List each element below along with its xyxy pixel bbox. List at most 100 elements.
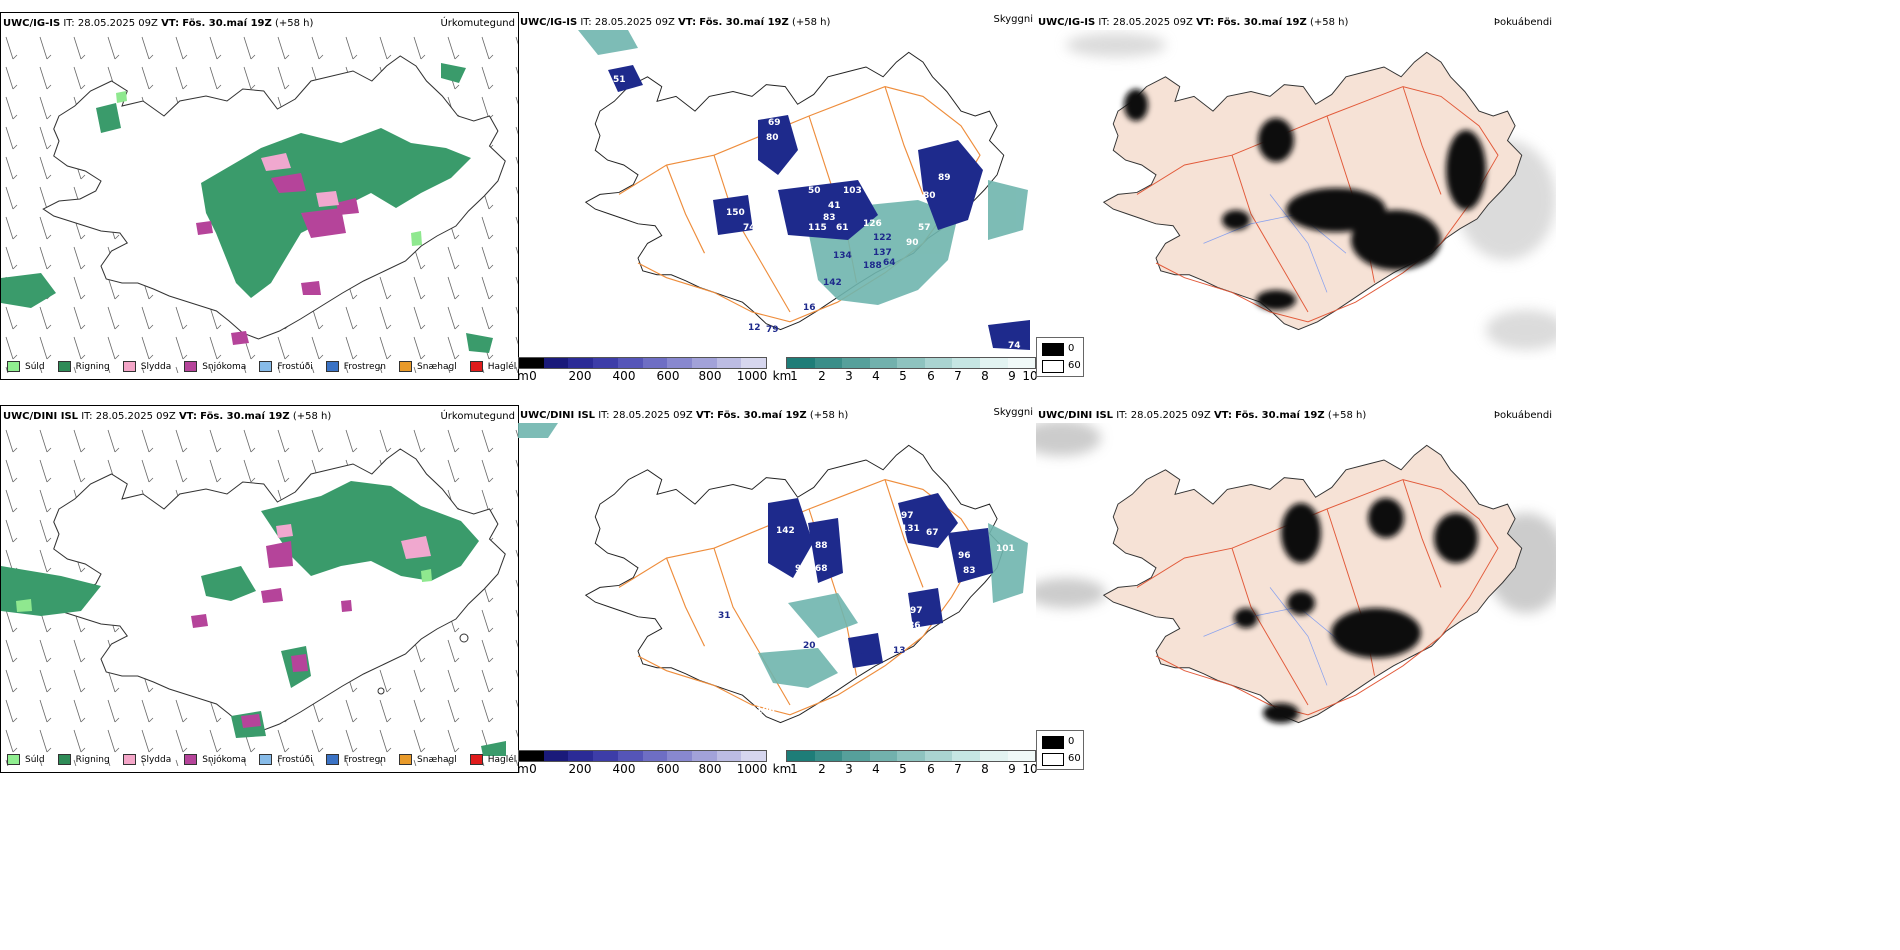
- vis-value: 89: [938, 173, 951, 183]
- legend-label: Snjókoma: [202, 361, 247, 372]
- lead-time: (+58 h): [809, 410, 849, 421]
- vis-value: 115: [808, 223, 827, 233]
- it-value: 28.05.2025 09Z: [77, 18, 158, 29]
- vis-value: 96: [958, 551, 971, 561]
- fog-swatch-dark: [1042, 343, 1064, 356]
- vis-value: 122: [873, 233, 892, 243]
- tick: 200: [568, 369, 592, 383]
- vis-unit: km: [772, 369, 792, 383]
- legend-item: Slydda: [122, 361, 172, 372]
- legend-item: Súld: [7, 361, 45, 372]
- tick: 0: [529, 762, 537, 776]
- legend-swatch: [325, 361, 339, 372]
- vis-value: 16: [803, 303, 816, 313]
- tick: 1: [790, 762, 798, 776]
- fog-swatch-light: [1042, 753, 1064, 766]
- vis-value: 14: [840, 576, 853, 586]
- height-unit: m: [517, 369, 529, 383]
- legend-label: Frostregn: [343, 361, 387, 372]
- legend-swatch: [184, 754, 198, 765]
- lead-time: (+58 h): [1327, 410, 1367, 421]
- vis-value: 134: [833, 251, 852, 261]
- fog-legend-high: 60: [1068, 753, 1081, 764]
- vis-value: 122: [861, 531, 880, 541]
- height-colorbar: [518, 357, 767, 369]
- vis-value: 64: [883, 258, 896, 268]
- vis-value: 81: [768, 596, 781, 606]
- legend-swatch: [325, 754, 339, 765]
- legend-swatch: [57, 361, 71, 372]
- panel-header: UWC/IG-IS IT: 28.05.2025 09Z VT: Fös. 30…: [3, 18, 313, 29]
- precip-panel-bottom: UWC/DINI ISL IT: 28.05.2025 09Z VT: Fös.…: [0, 405, 519, 773]
- it-value: 28.05.2025 09Z: [612, 410, 693, 421]
- legend-item: Rigning: [57, 754, 110, 765]
- vt-label: VT:: [695, 410, 714, 421]
- lead-time: (+58 h): [1309, 17, 1349, 28]
- vis-value: 67: [926, 528, 939, 538]
- legend-item: Frostregn: [325, 754, 386, 765]
- legend-label: Frostúði: [277, 361, 313, 372]
- visibility-colorbar: [786, 750, 1036, 762]
- tick: 200: [568, 762, 592, 776]
- fog-panel-top: UWC/IG-IS IT: 28.05.2025 09Z VT: Fös. 30…: [1036, 12, 1556, 378]
- legend-item: Súld: [7, 754, 45, 765]
- legend-item: Snjókoma: [184, 361, 246, 372]
- legend-item: Snæhagl: [399, 754, 457, 765]
- vis-value: 142: [823, 278, 842, 288]
- vis-value: 31: [718, 611, 731, 621]
- legend-label: Haglél: [487, 754, 517, 765]
- model-name: UWC/DINI ISL: [3, 411, 79, 422]
- vis-value: 97: [910, 606, 923, 616]
- it-value: 28.05.2025 09Z: [1130, 410, 1211, 421]
- it-label: IT:: [1116, 410, 1128, 421]
- it-label: IT:: [81, 411, 93, 422]
- panel-header: UWC/IG-IS IT: 28.05.2025 09Z VT: Fös. 30…: [520, 17, 830, 28]
- vis-value: 41: [828, 201, 841, 211]
- visibility-title: Skyggni: [993, 14, 1033, 25]
- vis-value: 74: [1008, 341, 1021, 351]
- vt-value: Fös. 30.maí 19Z: [1235, 410, 1325, 421]
- model-name: UWC/IG-IS: [3, 18, 61, 29]
- panel-header: UWC/DINI ISL IT: 28.05.2025 09Z VT: Fös.…: [520, 410, 848, 421]
- legend-swatch: [57, 754, 71, 765]
- vis-value: 103: [843, 186, 862, 196]
- it-label: IT:: [1098, 17, 1110, 28]
- legend-swatch: [259, 361, 273, 372]
- vis-value: 13: [893, 646, 906, 656]
- legend-label: Haglél: [487, 361, 517, 372]
- legend-label: Snæhagl: [417, 361, 457, 372]
- tick: 800: [698, 762, 722, 776]
- tick: 1000: [736, 762, 768, 776]
- legend-label: Slydda: [140, 361, 172, 372]
- it-label: IT:: [63, 18, 75, 29]
- model-name: UWC/DINI ISL: [520, 410, 596, 421]
- legend-swatch: [259, 754, 273, 765]
- it-label: IT:: [580, 17, 592, 28]
- legend-item: Haglél: [469, 754, 517, 765]
- tick: 1: [790, 369, 798, 383]
- it-value: 28.05.2025 09Z: [1112, 17, 1193, 28]
- vt-label: VT:: [178, 411, 197, 422]
- vis-value: 97: [901, 511, 914, 521]
- tick: 2: [818, 762, 826, 776]
- visibility-map: 88 68 91 142 97 131 67 96 83 122 14 81 1…: [518, 423, 1028, 724]
- legend-swatch: [7, 361, 20, 372]
- fog-legend: 0 60: [1036, 730, 1084, 770]
- model-name: UWC/DINI ISL: [1038, 410, 1114, 421]
- legend-label: Súld: [25, 361, 45, 372]
- fog-swatch-dark: [1042, 736, 1064, 749]
- vis-value: 90: [906, 238, 919, 248]
- lead-time: (+58 h): [292, 411, 332, 422]
- vis-value: 344: [773, 178, 792, 188]
- legend-swatch: [122, 754, 136, 765]
- it-value: 28.05.2025 09Z: [594, 17, 675, 28]
- legend-item: Slydda: [122, 754, 171, 765]
- panel-header: UWC/DINI ISL IT: 28.05.2025 09Z VT: Fös.…: [1038, 410, 1366, 421]
- vis-value: 91: [795, 564, 808, 574]
- tick: 400: [612, 762, 636, 776]
- fog-swatch-light: [1042, 360, 1064, 373]
- fog-map: [1066, 33, 1556, 350]
- vt-label: VT:: [678, 17, 697, 28]
- legend-item: Snjókoma: [184, 754, 246, 765]
- vt-value: Fös. 30.maí 19Z: [699, 17, 789, 28]
